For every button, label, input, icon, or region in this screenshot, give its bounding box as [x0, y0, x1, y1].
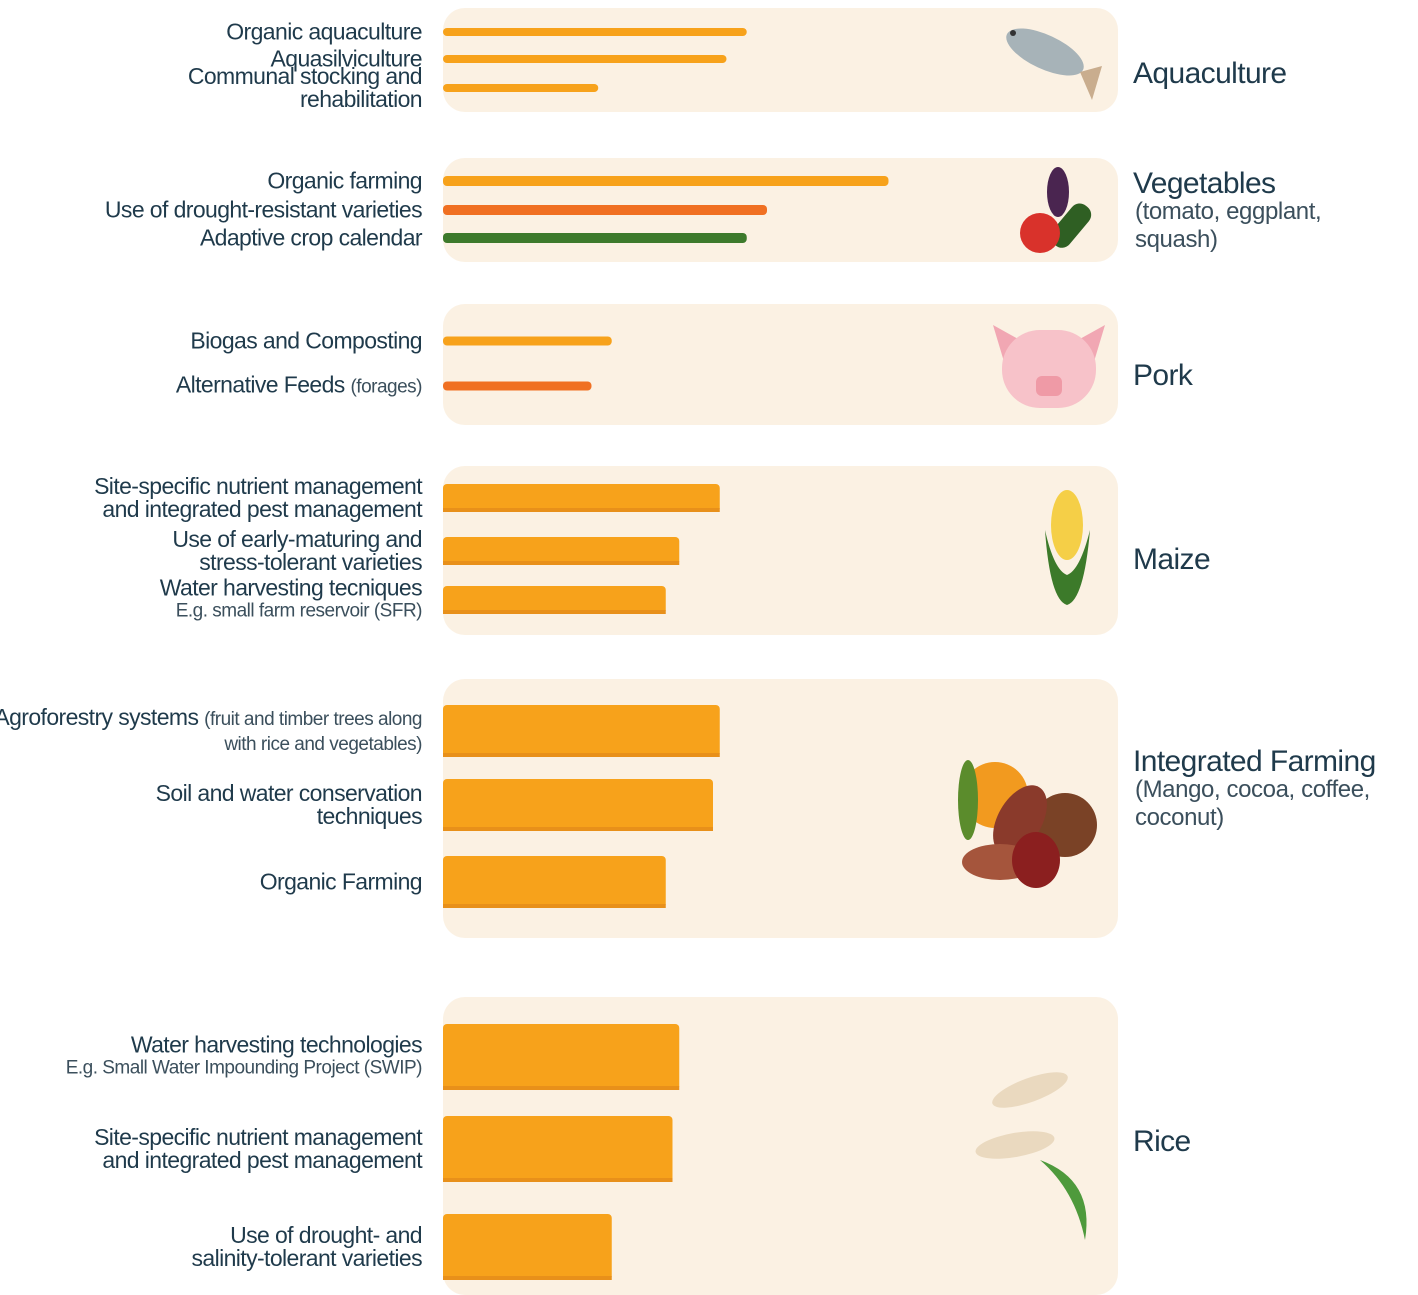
category-label: Organic aquaculture	[0, 18, 422, 45]
bar-shade	[443, 508, 720, 512]
category-note: (fruit and timber trees along with rice …	[204, 709, 422, 755]
category-line: Soil and water conservation	[155, 780, 423, 806]
category-label: Use of drought-resistant varieties	[0, 196, 423, 223]
category-line: Organic aquaculture	[226, 18, 422, 45]
group-title: Aquaculture	[1133, 57, 1287, 90]
bar	[443, 336, 612, 346]
bar	[443, 55, 727, 63]
bar	[443, 779, 713, 831]
group-subtitle: (tomato, eggplant, squash)	[1135, 198, 1322, 254]
category-label: Site-specific nutrient management and int…	[0, 473, 423, 522]
group-title: Maize	[1133, 543, 1211, 576]
category-line: and integrated pest management	[102, 496, 422, 522]
category-line: Site-specific nutrient management	[94, 473, 423, 499]
category-line: Aquasilviculture	[270, 45, 423, 72]
category-line: techniques	[316, 803, 423, 829]
category-note: E.g. Small Water Impounding Project (SWI…	[65, 1057, 423, 1079]
bar-shade	[443, 753, 720, 757]
panel	[443, 304, 1118, 425]
bar	[443, 1116, 673, 1182]
category-label: Use of early-maturing and stress-tolerant…	[0, 528, 422, 574]
category-label: Alternative Feeds (forages)	[0, 371, 423, 399]
vegetable-icon	[1020, 167, 1092, 253]
category-line: Use of early-maturing and	[172, 526, 422, 552]
bar	[443, 705, 720, 757]
group-subtitle: (Mango, cocoa, coffee, coconut)	[1135, 776, 1370, 832]
category-label: Biogas and Composting	[0, 327, 422, 354]
bar	[443, 856, 666, 908]
category-label: Organic farming	[0, 167, 422, 194]
group-title: Integrated Farming	[1133, 745, 1376, 778]
fruit-icon	[958, 760, 1097, 888]
category-line: Alternative Feeds	[175, 371, 345, 398]
category-line: Use of drought-resistant varieties	[104, 196, 423, 223]
bar	[443, 176, 889, 186]
category-line: rehabilitation	[299, 86, 423, 112]
category-line: Water harvesting tecniques	[159, 574, 423, 601]
category-note: E.g. small farm reservoir (SFR)	[175, 600, 423, 622]
bar-shade	[443, 1086, 680, 1090]
category-line: Site-specific nutrient management	[94, 1124, 423, 1150]
bar	[443, 28, 747, 36]
category-label: Use of drought- and salinity-tolerant var…	[0, 1224, 422, 1270]
bar	[443, 537, 680, 565]
group-title: Vegetables	[1133, 167, 1276, 200]
subtitle-line: squash)	[1135, 226, 1218, 253]
category-label: Agroforestry systems (fruit and timber t…	[0, 706, 422, 756]
pig-icon	[993, 325, 1105, 408]
category-label: Soil and water conservation techniques	[0, 780, 423, 829]
bar-shade	[443, 1276, 612, 1280]
category-label: Organic Farming	[0, 868, 423, 895]
bar-shade	[443, 827, 713, 831]
category-label: Adaptive crop calendar	[0, 224, 423, 251]
group-title: Rice	[1133, 1125, 1191, 1158]
bar-shade	[443, 610, 666, 614]
bar	[443, 84, 599, 92]
category-label: Water harvesting tecniques E.g. small far…	[0, 574, 423, 624]
subtitle-line: (tomato, eggplant,	[1135, 198, 1322, 225]
bar-shade	[443, 1178, 673, 1182]
category-line: Use of drought- and	[230, 1222, 423, 1248]
bar	[443, 1024, 680, 1090]
corn-icon	[1045, 490, 1090, 605]
subtitle-line: coconut)	[1135, 804, 1224, 831]
bar	[443, 381, 592, 391]
category-line: salinity-tolerant varieties	[191, 1245, 422, 1271]
rice-icon	[975, 1072, 1087, 1240]
category-line: Communal stocking and	[187, 63, 423, 89]
category-line: Water harvesting technologies	[130, 1031, 423, 1058]
category-line: stress-tolerant varieties	[199, 549, 422, 575]
category-line: Agroforestry systems	[0, 704, 199, 730]
category-label: Site-specific nutrient management and int…	[0, 1124, 423, 1173]
category-label: Aquasilviculture	[0, 45, 423, 72]
bar	[443, 205, 767, 215]
bar-shade	[443, 904, 666, 908]
category-line: Organic Farming	[259, 868, 423, 895]
bar	[443, 484, 720, 512]
bar	[443, 233, 747, 243]
fish-icon	[1006, 28, 1102, 100]
category-line: Biogas and Composting	[190, 327, 422, 354]
bar-shade	[443, 561, 680, 565]
category-line: Organic farming	[267, 167, 422, 194]
group-title: Pork	[1133, 359, 1193, 392]
category-line: Adaptive crop calendar	[199, 224, 423, 251]
category-label: Water harvesting technologies E.g. Small …	[0, 1031, 423, 1081]
category-line: and integrated pest management	[102, 1147, 422, 1173]
category-label: Communal stocking and rehabilitation	[0, 63, 423, 112]
subtitle-line: (Mango, cocoa, coffee,	[1135, 776, 1370, 803]
bar	[443, 586, 666, 614]
bar	[443, 1214, 612, 1280]
category-note: (forages)	[350, 376, 422, 398]
